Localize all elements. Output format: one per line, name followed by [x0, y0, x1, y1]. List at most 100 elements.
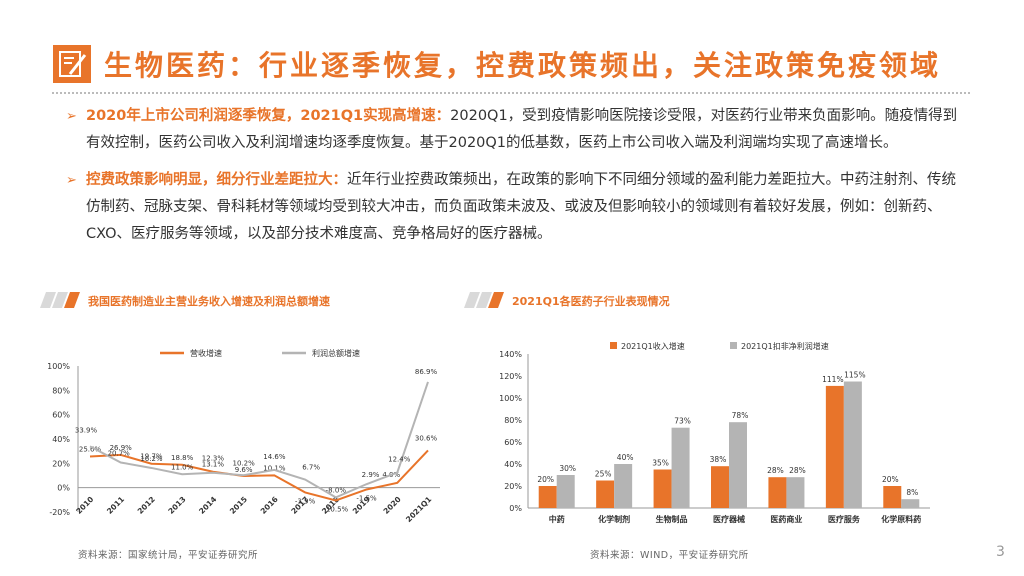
y-tick-label: -20%: [49, 508, 70, 517]
x-tick-label: 2021Q1: [404, 495, 433, 524]
x-tick-label: 化学制剂: [598, 514, 630, 524]
data-label: 86.9%: [415, 368, 438, 376]
x-tick-label: 医疗器械: [713, 514, 745, 524]
x-tick-label: 2015: [228, 495, 249, 516]
bar: [614, 464, 633, 508]
line-chart: 100% 80% 60% 40% 20% 0% -20% 2010 2011 2012 2013 20…: [47, 348, 440, 524]
bar: [786, 477, 805, 508]
data-label: 33.9%: [75, 426, 98, 434]
data-label: 20%: [537, 475, 554, 484]
y-tick-label: 80%: [504, 416, 522, 425]
data-label: -8.0%: [326, 486, 347, 494]
data-label: 8%: [906, 488, 918, 497]
x-tick-label: 化学原料药: [881, 514, 921, 524]
data-label: 25%: [595, 470, 612, 479]
x-tick-label: 生物制品: [656, 514, 688, 524]
data-label: 10.2%: [233, 459, 256, 467]
x-tick-label: 2011: [105, 495, 126, 516]
data-label: 12.3%: [202, 455, 225, 463]
bar: [671, 427, 690, 508]
data-label: 28%: [789, 466, 806, 475]
data-label: 14.6%: [263, 453, 286, 461]
right-chart-label: 2021Q1各医药子行业表现情况: [512, 295, 670, 308]
x-tick-label: 2013: [166, 495, 187, 516]
y-tick-label: 100%: [47, 362, 70, 371]
data-label: 9.6%: [235, 466, 253, 474]
bar: [729, 422, 747, 508]
bar-chart: 140% 120% 100% 80% 60% 40% 20% 0% 2021Q1收入增速 2021…: [499, 341, 930, 524]
series-line: [89, 449, 429, 502]
data-label: 111%: [822, 375, 843, 384]
x-tick-label: 2014: [197, 495, 218, 516]
data-label: 2.9%: [362, 471, 380, 479]
legend-swatch: [730, 342, 737, 349]
bar: [843, 381, 862, 508]
y-tick-label: 40%: [52, 435, 70, 444]
y-tick-label: 40%: [504, 460, 522, 469]
bullet-text: 2020Q1，受到疫情影响医院接诊受限，对医药行业带来负面影响。随疫情得到有效控…: [86, 108, 958, 151]
data-label: 10.1%: [263, 464, 286, 472]
x-tick-label: 中药: [549, 514, 565, 524]
legend-label: 利润总额增速: [312, 348, 360, 358]
bar: [556, 475, 575, 508]
bullet-arrow-icon: ➢: [66, 173, 77, 188]
bullet-text: 近年行业控费政策频出，在政策的影响下不同细分领域的盈利能力差距拉大。中药注射剂、…: [86, 172, 956, 242]
data-label: 30%: [559, 464, 576, 473]
legend-label: 2021Q1收入增速: [621, 341, 685, 351]
y-tick-label: 20%: [52, 459, 70, 468]
data-label: 30.6%: [415, 434, 438, 442]
left-chart-label: 我国医药制造业主营业务收入增速及利润总额增速: [88, 295, 330, 308]
x-tick-label: 2020: [382, 495, 403, 516]
y-tick-label: 80%: [52, 386, 70, 395]
bullet-arrow-icon: ➢: [66, 109, 77, 124]
y-tick-label: 60%: [52, 411, 70, 420]
data-label: 6.7%: [302, 464, 320, 472]
data-label: 20.7%: [108, 449, 131, 457]
data-label: 40%: [617, 453, 634, 462]
data-label: 25.6%: [79, 446, 102, 454]
x-tick-label: 2012: [136, 495, 157, 516]
data-label: -1.5%: [356, 494, 377, 502]
bar: [825, 385, 844, 508]
right-source-note: 资料来源：WIND，平安证券研究所: [590, 550, 749, 561]
bar: [901, 499, 920, 508]
page-title: 生物医药：行业逐季恢复，控费政策频出，关注政策免疫领域: [104, 49, 942, 82]
data-label: 12.4%: [388, 456, 411, 464]
data-label: 11.0%: [171, 463, 194, 471]
bullet-item: ➢ 控费政策影响明显，细分行业差距拉大：近年行业控费政策频出，在政策的影响下不同细…: [66, 167, 966, 248]
data-label: 20%: [882, 475, 899, 484]
title-divider: [52, 92, 970, 94]
legend-label: 2021Q1扣非净利润增速: [741, 341, 829, 351]
data-label: 35%: [652, 459, 669, 468]
series-line: [89, 381, 429, 499]
y-tick-label: 0%: [57, 484, 70, 493]
left-source-note: 资料来源：国家统计局，平安证券研究所: [78, 550, 259, 561]
x-tick-label: 2016: [259, 495, 280, 516]
edit-note-icon: [53, 45, 91, 83]
bar: [596, 480, 615, 508]
data-label: 13.1%: [202, 461, 225, 469]
y-tick-label: 140%: [499, 350, 522, 359]
y-tick-label: 0%: [509, 504, 522, 513]
bar: [653, 469, 672, 508]
data-label: 18.8%: [171, 454, 194, 462]
legend-swatch: [610, 342, 617, 349]
bar: [768, 477, 787, 508]
data-label: 73%: [674, 417, 691, 426]
bar: [711, 466, 729, 508]
y-tick-label: 100%: [499, 394, 522, 403]
bullet-list: ➢ 2020年上市公司利润逐季恢复，2021Q1实现高增速：2020Q1，受到疫情…: [66, 103, 966, 258]
x-tick-label: 医药商业: [770, 514, 802, 524]
data-label: -3.9%: [295, 497, 316, 505]
data-label: 38%: [710, 455, 727, 464]
data-label: 16.2%: [140, 455, 163, 463]
bar: [883, 486, 902, 508]
y-tick-label: 20%: [504, 482, 522, 491]
data-label: 19.7%: [140, 453, 163, 461]
y-tick-label: 60%: [504, 438, 522, 447]
bullet-lead: 2020年上市公司利润逐季恢复，2021Q1实现高增速：: [86, 108, 451, 124]
page-number: 3: [996, 544, 1005, 560]
legend-label: 营收增速: [190, 348, 222, 358]
section-marker-icon: [40, 292, 80, 308]
y-tick-label: 120%: [499, 372, 522, 381]
